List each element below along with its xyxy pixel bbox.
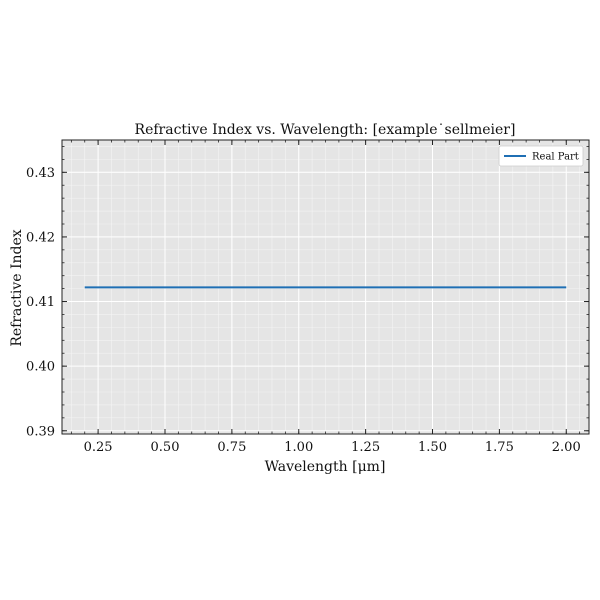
legend: Real Part: [498, 145, 584, 167]
chart-title: Refractive Index vs. Wavelength: [exampl…: [135, 122, 516, 138]
y-axis-label: Refractive Index: [9, 229, 25, 346]
y-tick-label: 0.42: [26, 230, 55, 245]
x-tick-label: 1.00: [284, 440, 313, 455]
x-tick-label: 1.25: [351, 440, 380, 455]
x-tick-label: 0.75: [217, 440, 246, 455]
y-tick-label: 0.41: [26, 295, 55, 310]
x-tick-label: 1.75: [485, 440, 514, 455]
y-tick-label: 0.43: [26, 166, 55, 181]
x-axis-label: Wavelength [μm]: [265, 459, 386, 475]
x-tick-label: 0.25: [84, 440, 113, 455]
y-tick-label: 0.39: [26, 424, 55, 439]
x-tick-label: 2.00: [552, 440, 581, 455]
y-tick-label: 0.40: [26, 360, 55, 375]
legend-box: [498, 145, 584, 167]
axis-tick-labels: 0.25 0.50 0.75 1.00 1.25 1.50 1.75 2.00 0.39 0.40…: [26, 166, 581, 455]
legend-label: Real Part: [532, 152, 579, 163]
x-tick-label: 1.50: [418, 440, 447, 455]
x-tick-label: 0.50: [151, 440, 180, 455]
axis-ticks: [62, 140, 589, 434]
